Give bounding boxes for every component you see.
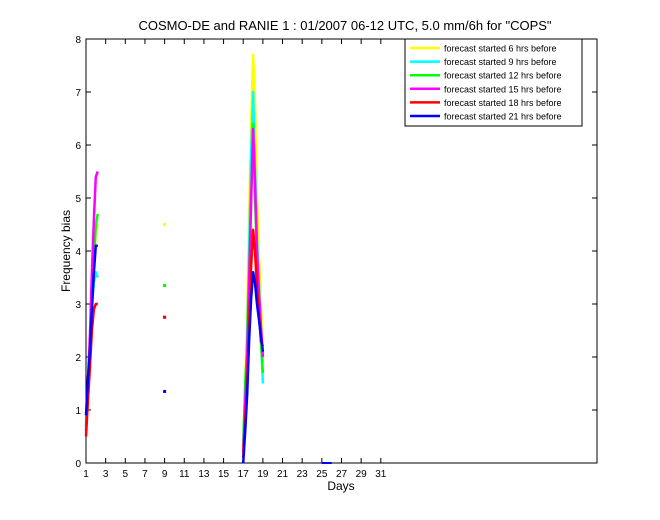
x-tick-label: 15	[218, 469, 230, 480]
y-tick-label: 4	[75, 247, 81, 258]
x-tick-label: 7	[142, 469, 148, 480]
series-point	[163, 389, 167, 393]
x-axis-label: Days	[327, 479, 354, 493]
x-tick-label: 31	[375, 469, 387, 480]
series-point	[163, 223, 167, 226]
y-tick-label: 5	[75, 194, 81, 205]
x-tick-label: 25	[316, 469, 328, 480]
x-tick-label: 1	[83, 469, 89, 480]
x-tick-label: 27	[336, 469, 348, 480]
legend-entries: forecast started 6 hrs before forecast st…	[410, 44, 562, 122]
y-tick-label: 8	[75, 35, 81, 46]
series-point	[163, 315, 167, 319]
legend-box	[404, 38, 583, 127]
x-tick-label: 3	[103, 469, 109, 480]
legend-label: forecast started 18 hrs before	[444, 98, 562, 108]
legend-label: forecast started 9 hrs before	[444, 57, 557, 67]
legend-label: forecast started 21 hrs before	[444, 112, 562, 122]
series-line	[84, 244, 98, 416]
y-tick-label: 6	[75, 141, 81, 152]
series-point	[163, 283, 167, 287]
x-tick-label: 23	[297, 469, 309, 480]
y-axis-label: Frequency bias	[59, 210, 73, 292]
series-layer	[84, 53, 332, 464]
x-tick-label: 9	[162, 469, 168, 480]
legend-label: forecast started 6 hrs before	[444, 44, 557, 54]
x-tick-label: 19	[257, 469, 269, 480]
x-tick-label: 21	[277, 469, 289, 480]
x-axis-ticks: 1 3 5 7 9 11 13 15 17 19 21 23 25 27 29 31	[83, 39, 387, 480]
x-tick-label: 29	[356, 469, 368, 480]
legend-label: forecast started 12 hrs before	[444, 71, 562, 81]
legend: forecast started 6 hrs before forecast st…	[404, 38, 583, 127]
series-line	[241, 270, 265, 464]
x-tick-label: 11	[179, 469, 190, 480]
y-tick-label: 1	[75, 406, 81, 417]
x-tick-label: 5	[123, 469, 129, 480]
y-tick-label: 0	[75, 459, 81, 470]
chart-title: COSMO-DE and RANIE 1 : 01/2007 06-12 UTC…	[138, 18, 551, 33]
legend-label: forecast started 15 hrs before	[444, 84, 562, 94]
x-tick-label: 17	[238, 469, 250, 480]
series-6	[84, 244, 265, 464]
y-tick-label: 7	[75, 88, 81, 99]
y-tick-label: 3	[75, 300, 81, 311]
y-tick-label: 2	[75, 353, 81, 364]
x-tick-label: 13	[198, 469, 210, 480]
